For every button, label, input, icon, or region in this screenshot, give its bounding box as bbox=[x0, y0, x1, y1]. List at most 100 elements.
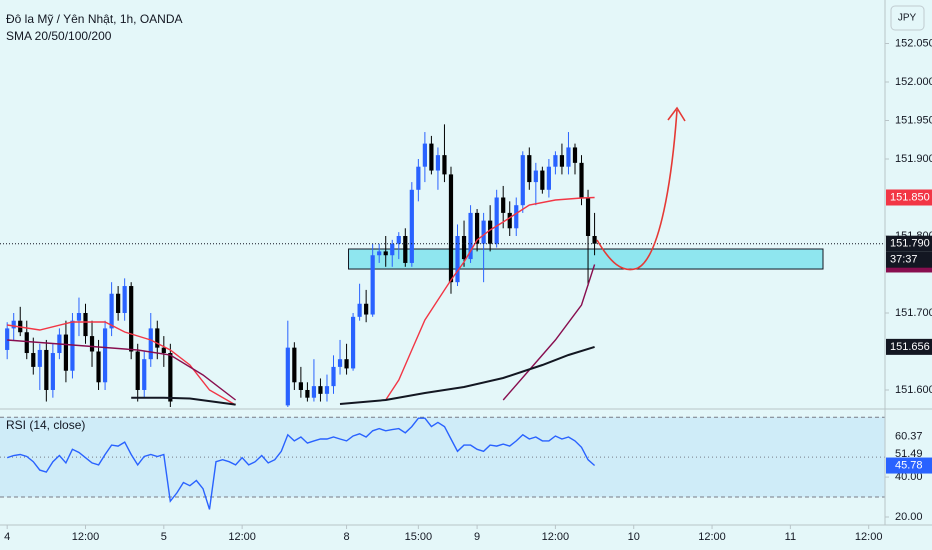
candle-body bbox=[592, 235, 597, 244]
candle-body bbox=[344, 359, 349, 369]
candle-body bbox=[129, 286, 134, 352]
countdown-label: 37:37 bbox=[890, 254, 918, 266]
candle-body bbox=[448, 174, 454, 283]
x-tick-label: 5 bbox=[161, 531, 167, 543]
y-tick-label: 151.900 bbox=[895, 153, 932, 165]
candle-body bbox=[109, 293, 114, 329]
candle-body bbox=[102, 328, 108, 383]
sma-line bbox=[131, 345, 595, 406]
y-tick-label: 152.000 bbox=[895, 76, 932, 88]
candle-body bbox=[148, 328, 153, 360]
candle-body bbox=[396, 235, 401, 244]
candle-body bbox=[298, 382, 303, 390]
candle-body bbox=[416, 166, 421, 190]
candle-body bbox=[422, 143, 427, 167]
indicator-label: SMA 20/50/100/200 bbox=[6, 29, 112, 43]
candle-body bbox=[337, 359, 343, 367]
x-tick-label: 15:00 bbox=[405, 531, 433, 543]
x-tick-label: 9 bbox=[474, 531, 480, 543]
candle-body bbox=[566, 147, 571, 167]
candle-body bbox=[350, 316, 356, 369]
x-tick-label: 12:00 bbox=[855, 531, 883, 543]
candle-body bbox=[50, 353, 55, 390]
candle-body bbox=[442, 155, 447, 175]
currency-button[interactable] bbox=[890, 5, 925, 31]
x-tick-label: 12:00 bbox=[72, 531, 100, 543]
y-tick-label: 151.700 bbox=[895, 307, 932, 319]
arrow-head bbox=[667, 106, 686, 122]
rsi-title: RSI (14, close) bbox=[6, 418, 85, 432]
y-tick-label: 151.600 bbox=[895, 384, 932, 396]
rsi-band bbox=[0, 417, 885, 498]
rsi-line bbox=[6, 417, 596, 510]
price-pane bbox=[0, 124, 885, 407]
candle-body bbox=[409, 189, 414, 263]
x-tick-label: 4 bbox=[4, 531, 10, 543]
x-tick-label: 8 bbox=[343, 531, 349, 543]
price-badge bbox=[886, 235, 932, 252]
candle-body bbox=[468, 212, 473, 260]
candle-body bbox=[461, 235, 467, 260]
candle-body bbox=[533, 170, 538, 183]
candle-body bbox=[142, 359, 147, 390]
sma-line bbox=[7, 196, 595, 406]
candle-body bbox=[559, 155, 565, 167]
candle-body bbox=[11, 320, 16, 329]
candle-body bbox=[285, 347, 290, 406]
candle-body bbox=[83, 312, 88, 337]
candle-body bbox=[429, 143, 434, 171]
x-tick-label: 11 bbox=[785, 531, 796, 543]
rsi-value-label: 60.37 bbox=[895, 430, 923, 442]
candle-body bbox=[292, 347, 297, 383]
candle-body bbox=[357, 303, 362, 317]
candle-body bbox=[390, 243, 395, 256]
candle-body bbox=[5, 328, 10, 350]
candle-body bbox=[514, 205, 519, 229]
chart-title: Đô la Mỹ / Yên Nhật, 1h, OANDA bbox=[6, 12, 183, 26]
candle-body bbox=[76, 312, 82, 321]
rsi-badge-label: 45.78 bbox=[895, 459, 923, 471]
candle-body bbox=[135, 351, 140, 390]
candle-body bbox=[507, 212, 512, 229]
x-tick-label: 12:00 bbox=[698, 531, 726, 543]
candle-body bbox=[305, 389, 310, 398]
x-tick-label: 12:00 bbox=[542, 531, 570, 543]
candle-body bbox=[501, 197, 506, 213]
candle-body bbox=[585, 197, 591, 236]
candle-body bbox=[24, 332, 29, 354]
candle-body bbox=[96, 351, 101, 383]
candle-body bbox=[572, 147, 578, 163]
candle-body bbox=[311, 386, 317, 398]
candle-body bbox=[364, 303, 369, 315]
price-badge-label: 151.790 bbox=[890, 238, 930, 250]
candle-body bbox=[161, 347, 166, 354]
candle-body bbox=[37, 349, 42, 367]
candle-body bbox=[44, 349, 49, 390]
y-tick-label: 151.950 bbox=[895, 114, 932, 126]
candle-body bbox=[527, 155, 532, 183]
x-tick-label: 12:00 bbox=[228, 531, 256, 543]
candle-body bbox=[435, 155, 441, 171]
candle-body bbox=[481, 220, 486, 244]
candle-body bbox=[31, 353, 36, 367]
candle-body bbox=[546, 166, 551, 190]
y-tick-label: 152.050 bbox=[895, 37, 932, 49]
candle-body bbox=[377, 251, 382, 256]
rsi-pane bbox=[0, 416, 885, 510]
currency-label[interactable]: JPY bbox=[898, 13, 917, 24]
candle-body bbox=[331, 366, 336, 387]
candle-body bbox=[122, 286, 127, 313]
candle-body bbox=[553, 155, 558, 167]
candle-body bbox=[455, 235, 460, 283]
projection-arrow bbox=[596, 109, 678, 271]
candle-body bbox=[494, 197, 499, 244]
countdown-badge bbox=[886, 251, 932, 268]
sma-badge bbox=[886, 338, 932, 355]
candle-body bbox=[370, 255, 375, 315]
support-zone bbox=[348, 248, 824, 270]
sma-badge-label: 151.850 bbox=[890, 191, 930, 203]
sma-badge-label: 151.656 bbox=[890, 341, 930, 353]
candle-body bbox=[579, 162, 584, 198]
